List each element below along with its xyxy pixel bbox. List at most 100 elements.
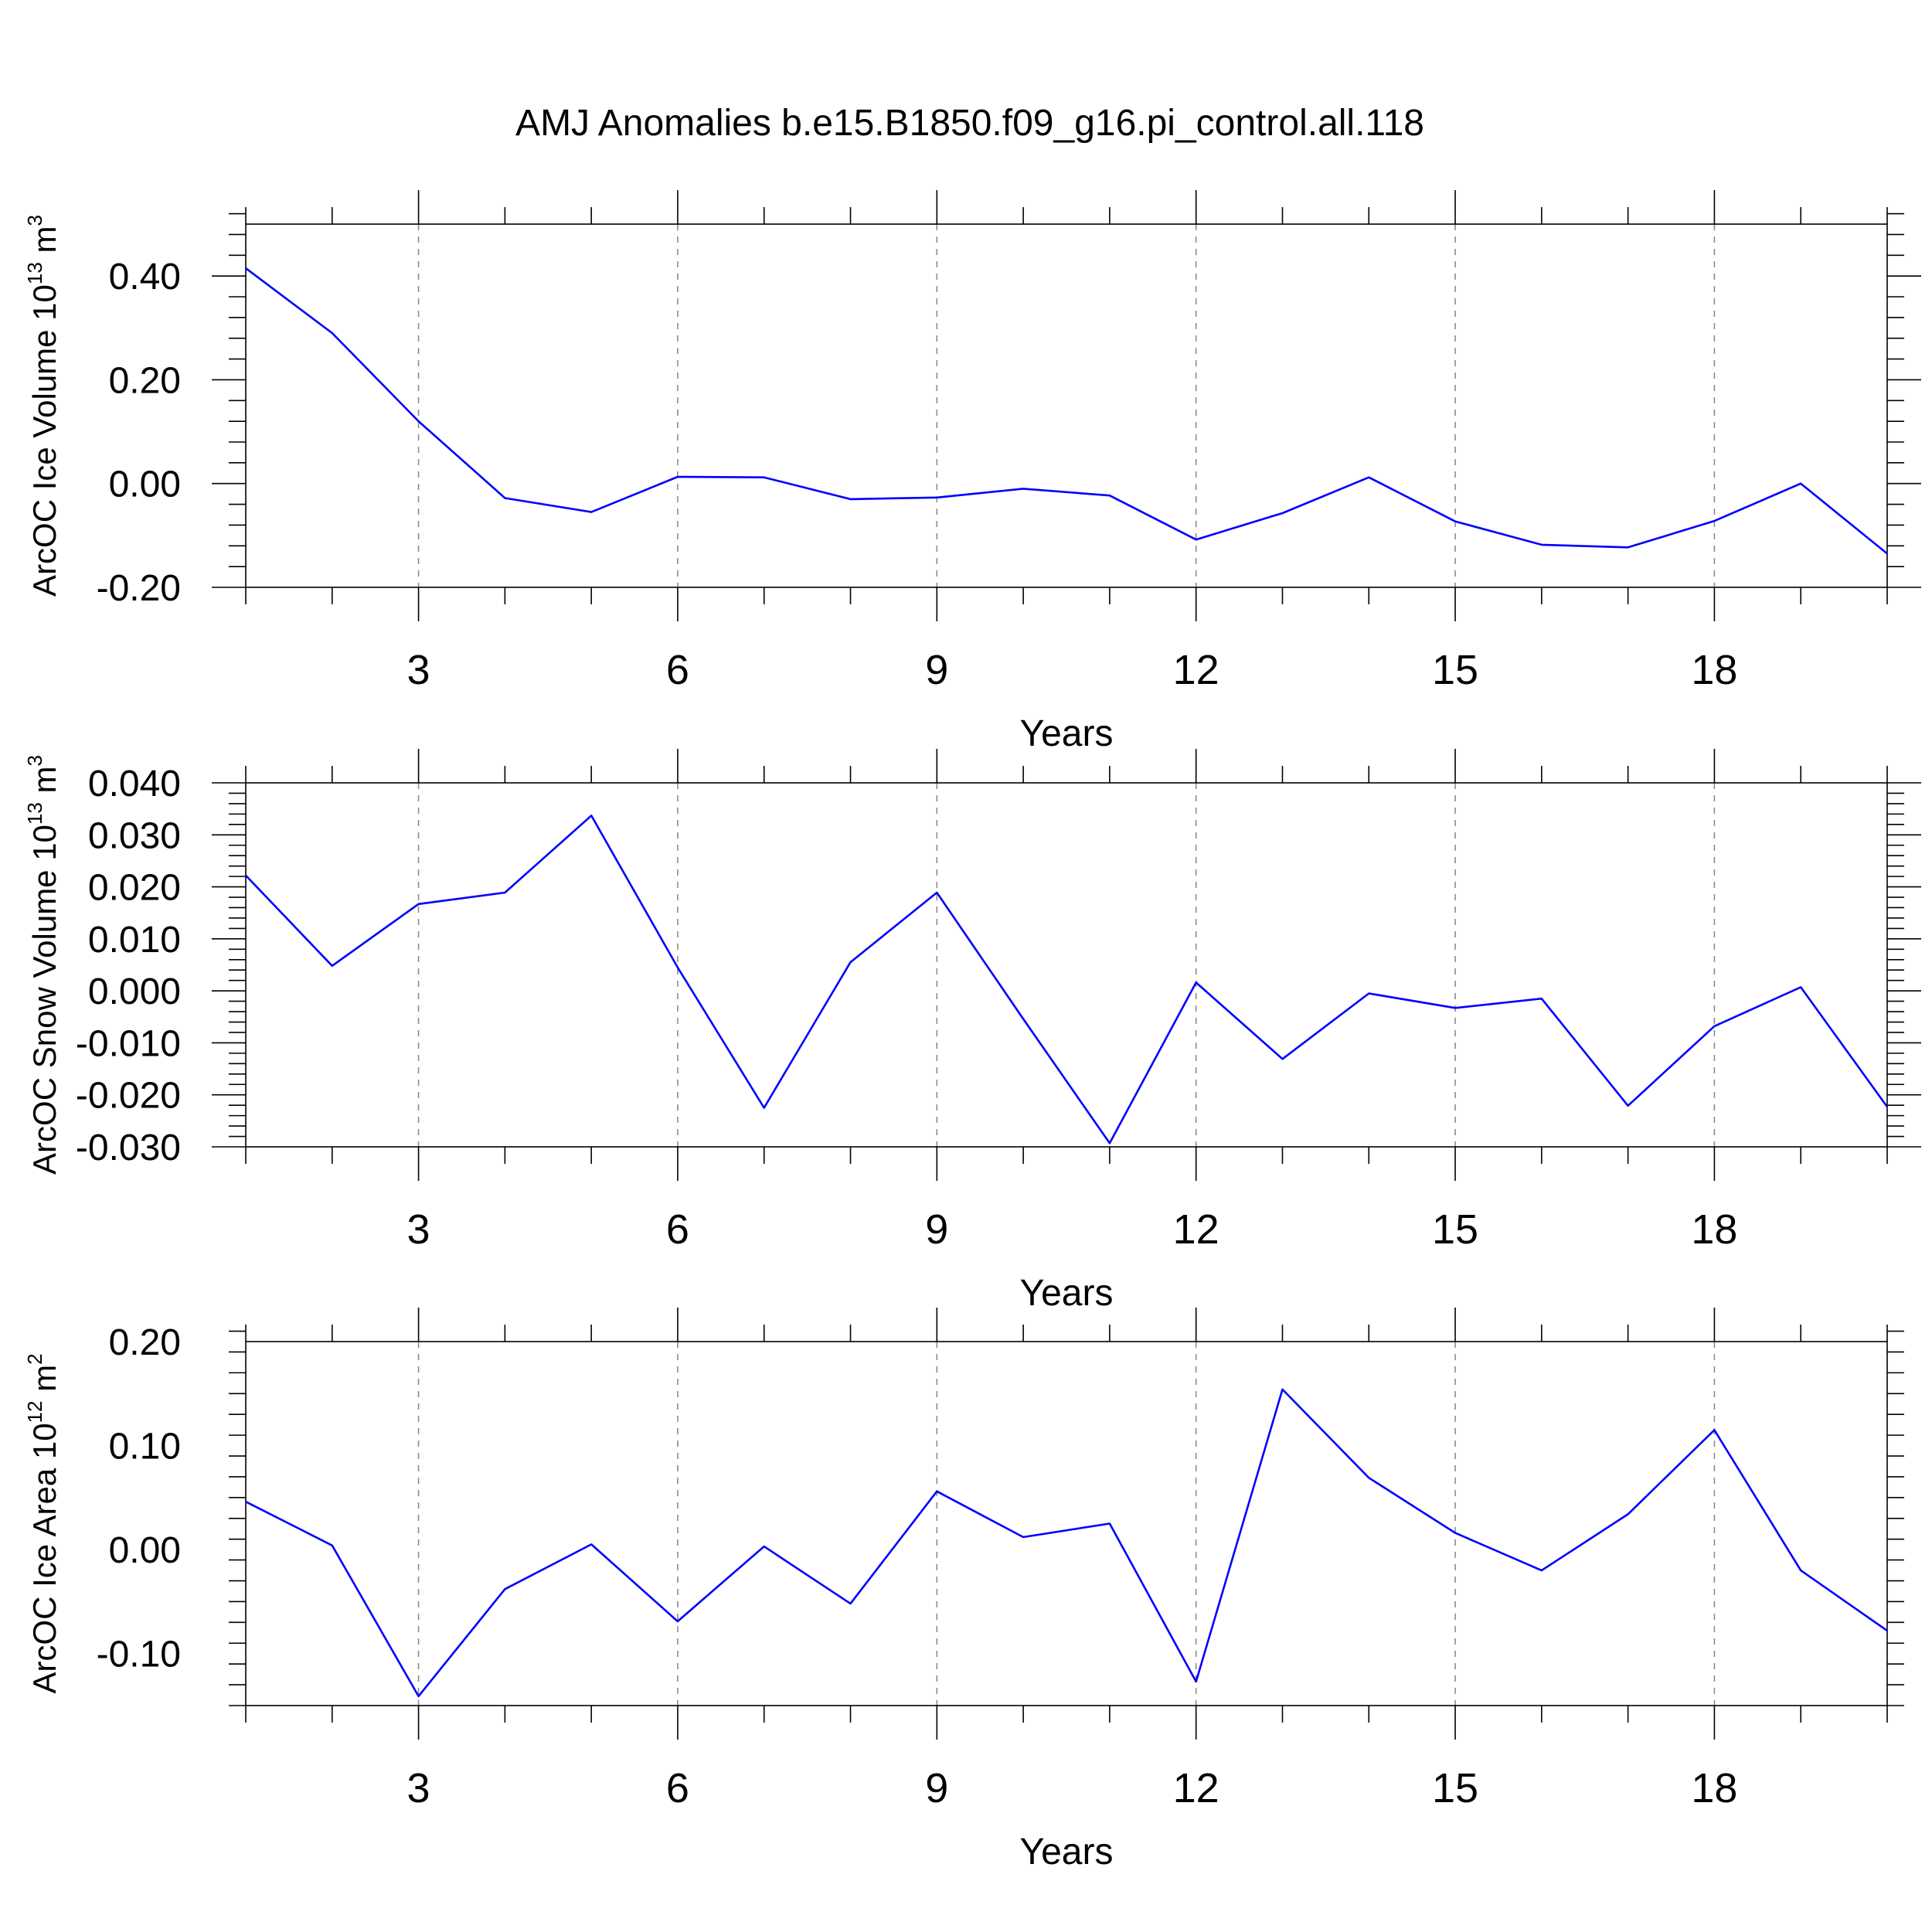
data-point [243,873,248,878]
data-point [1366,992,1371,996]
chart-title: AMJ Anomalies b.e15.B1850.f09_g16.pi_con… [515,103,1424,144]
y-axis-label-part: ArcOC Snow Volume 10 [26,825,63,1175]
data-point [1712,1024,1716,1029]
y-axis-label-superscript: 2 [23,1353,46,1364]
y-axis-label-part: m [26,767,63,803]
y-tick-label: 0.030 [88,815,181,856]
data-point [762,1544,767,1549]
data-point [1626,545,1631,549]
data-point [1280,1056,1284,1061]
data-point [849,497,853,502]
data-point [1194,1679,1199,1684]
series-line [245,815,1889,1145]
y-tick-label: 0.00 [109,464,181,505]
x-tick-label: 18 [1691,1206,1737,1253]
y-axis-label-superscript: 12 [23,1401,46,1423]
data-point [1021,1016,1026,1021]
y-axis-label-superscript: 3 [23,215,46,226]
plot-frame [245,223,1888,588]
data-point [934,495,939,500]
data-point [1798,985,1803,989]
data-point [1885,1628,1889,1633]
y-axis-label-part: ArcOC Ice Area 10 [26,1423,63,1693]
y-axis-label-part: m [26,1365,63,1401]
data-point [1280,1387,1284,1392]
data-point [1712,519,1716,523]
data-point [1626,1104,1631,1108]
x-tick-label: 6 [666,1206,689,1253]
data-point [589,1542,594,1546]
data-point [934,1489,939,1494]
series-line [245,1388,1888,1698]
y-tick-label: 0.000 [88,971,181,1012]
data-point [1885,1104,1889,1109]
data-point [1280,511,1284,515]
y-tick-label: 0.010 [88,920,181,961]
x-tick-label: 15 [1432,1765,1478,1811]
data-point [934,890,939,895]
data-point [417,1694,421,1699]
data-point [762,1106,767,1111]
data-point [330,964,335,968]
x-tick-label: 12 [1173,1765,1219,1811]
data-point [243,1499,248,1504]
y-tick-label: 0.40 [109,257,181,298]
data-point [1021,1535,1026,1539]
x-tick-label: 15 [1432,1206,1478,1253]
x-tick-label: 9 [925,1206,948,1253]
data-point [1626,1512,1631,1516]
data-point [1885,551,1889,556]
x-axis-label: Years [1020,1832,1114,1872]
data-point [243,266,248,270]
data-point [1453,1531,1458,1536]
y-tick-label: 0.00 [109,1530,181,1571]
data-point [502,1587,507,1591]
data-point [1798,1568,1803,1573]
plot-frame [245,782,1888,1148]
x-tick-label: 18 [1691,647,1737,693]
x-axis-label: Years [1020,713,1114,754]
data-point [330,1543,335,1548]
data-point [849,960,853,964]
data-point [675,1619,680,1624]
x-tick-label: 15 [1432,647,1478,693]
data-point [1107,493,1112,498]
x-tick-label: 3 [407,647,430,693]
data-point [1194,537,1199,542]
data-point [1453,1005,1458,1010]
x-tick-label: 3 [407,1206,430,1253]
x-tick-label: 9 [925,1765,948,1811]
data-point [762,475,767,480]
y-tick-label: 0.10 [109,1427,181,1468]
data-point [589,510,594,515]
data-point [1798,481,1803,486]
plot-frame [245,1341,1888,1706]
data-point [417,902,421,906]
x-tick-label: 3 [407,1765,430,1811]
data-point [1366,1475,1371,1480]
x-tick-label: 12 [1173,647,1219,693]
y-tick-label: -0.20 [97,568,181,609]
data-point [1453,519,1458,524]
data-point [849,1601,853,1606]
data-point [1107,1522,1112,1526]
data-point [502,890,507,895]
data-point [417,419,421,423]
y-tick-label: 0.20 [109,360,181,401]
y-axis-label: ArcOC Snow Volume 1013 m3 [23,755,63,1175]
y-axis-label: ArcOC Ice Area 1012 m2 [23,1353,63,1693]
data-point [1107,1141,1112,1145]
data-point [675,965,680,970]
y-axis-label-part: m [26,226,63,263]
x-tick-label: 18 [1691,1765,1737,1811]
y-tick-label: -0.020 [76,1076,181,1117]
data-point [330,331,335,335]
y-axis-label-superscript: 13 [23,802,46,825]
y-tick-label: -0.010 [76,1023,181,1064]
y-tick-label: 0.020 [88,868,181,909]
data-point [1194,980,1199,985]
y-tick-label: -0.10 [97,1634,181,1675]
x-tick-label: 12 [1173,1206,1219,1253]
panels: -0.20 0.00 0.20 0.40 3 6 9 12 15 18 Years ArcOC Ice… [23,190,1921,1872]
